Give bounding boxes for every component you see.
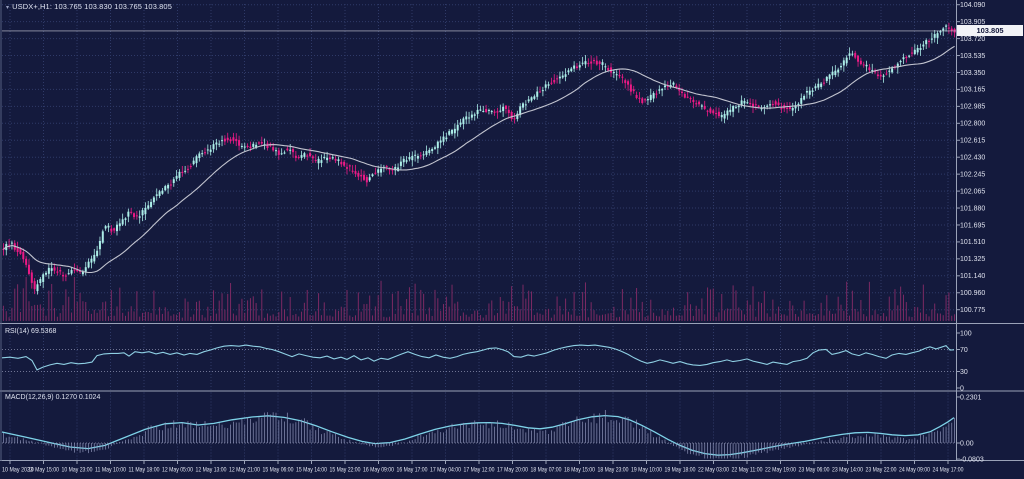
svg-text:102.615: 102.615 — [960, 138, 985, 145]
svg-text:102.430: 102.430 — [960, 155, 985, 162]
svg-text:19 May 18:00: 19 May 18:00 — [665, 467, 696, 474]
svg-text:104.090: 104.090 — [960, 2, 985, 9]
svg-text:-0.0803: -0.0803 — [960, 456, 984, 463]
svg-text:100.960: 100.960 — [960, 290, 985, 297]
svg-text:16 May 17:00: 16 May 17:00 — [397, 467, 428, 474]
frame-layer — [0, 0, 1024, 461]
candles-layer — [2, 22, 956, 295]
svg-text:18 May 07:00: 18 May 07:00 — [531, 467, 562, 474]
rsi-panel — [1, 344, 956, 372]
symbol-ohlc-text: USDX+,H1: 103.765 103.830 103.765 103.80… — [12, 2, 172, 11]
symbol-marker-icon: ▾ — [6, 5, 10, 11]
svg-text:22 May 03:00: 22 May 03:00 — [698, 467, 729, 474]
svg-text:16 May 09:00: 16 May 09:00 — [363, 467, 394, 474]
svg-text:101.510: 101.510 — [960, 239, 985, 246]
svg-text:0.2301: 0.2301 — [960, 394, 982, 401]
svg-text:15 May 22:00: 15 May 22:00 — [330, 467, 361, 474]
svg-text:102.800: 102.800 — [960, 121, 985, 128]
svg-text:103.535: 103.535 — [960, 53, 985, 60]
svg-text:23 May 14:00: 23 May 14:00 — [832, 467, 863, 474]
rsi-indicator-label: RSI(14) 69.5368 — [5, 328, 57, 335]
svg-text:101.880: 101.880 — [960, 205, 985, 212]
svg-text:102.065: 102.065 — [960, 188, 985, 195]
symbol-title: ▾ USDX+,H1: 103.765 103.830 103.765 103.8… — [6, 3, 172, 12]
svg-text:18 May 23:00: 18 May 23:00 — [598, 467, 629, 474]
svg-text:30: 30 — [960, 369, 968, 376]
grid-layer — [2, 4, 956, 460]
svg-text:11 May 18:00: 11 May 18:00 — [129, 467, 160, 474]
svg-text:15 May 06:00: 15 May 06:00 — [263, 467, 294, 474]
svg-text:17 May 04:00: 17 May 04:00 — [430, 467, 461, 474]
svg-text:70: 70 — [960, 347, 968, 354]
svg-text:22 May 19:00: 22 May 19:00 — [765, 467, 796, 474]
svg-text:18 May 15:00: 18 May 15:00 — [564, 467, 595, 474]
svg-text:0: 0 — [960, 385, 964, 392]
svg-text:103.165: 103.165 — [960, 87, 985, 94]
svg-text:103.350: 103.350 — [960, 70, 985, 77]
svg-text:10 May 23:00: 10 May 23:00 — [62, 467, 93, 474]
svg-text:23 May 22:00: 23 May 22:00 — [866, 467, 897, 474]
svg-text:103.720: 103.720 — [960, 36, 985, 43]
svg-text:100: 100 — [960, 330, 972, 337]
svg-text:101.140: 101.140 — [960, 273, 985, 280]
svg-text:11 May 10:00: 11 May 10:00 — [95, 467, 126, 474]
svg-text:0.00: 0.00 — [960, 440, 974, 447]
svg-text:15 May 14:00: 15 May 14:00 — [296, 467, 327, 474]
current-price-tag: 103.805 — [957, 25, 1023, 37]
svg-text:23 May 06:00: 23 May 06:00 — [799, 467, 830, 474]
svg-text:100.775: 100.775 — [960, 307, 985, 314]
svg-text:102.985: 102.985 — [960, 104, 985, 111]
svg-text:24 May 09:00: 24 May 09:00 — [899, 467, 930, 474]
svg-text:12 May 13:00: 12 May 13:00 — [196, 467, 227, 474]
svg-text:10 May 15:00: 10 May 15:00 — [28, 467, 59, 474]
svg-text:24 May 17:00: 24 May 17:00 — [933, 467, 964, 474]
svg-text:17 May 12:00: 17 May 12:00 — [464, 467, 495, 474]
svg-text:101.325: 101.325 — [960, 256, 985, 263]
macd-histogram — [3, 409, 955, 459]
svg-text:101.695: 101.695 — [960, 222, 985, 229]
macd-panel — [1, 414, 956, 456]
svg-text:103.905: 103.905 — [960, 19, 985, 26]
svg-text:102.245: 102.245 — [960, 171, 985, 178]
svg-text:22 May 11:00: 22 May 11:00 — [732, 467, 763, 474]
svg-text:17 May 20:00: 17 May 20:00 — [497, 467, 528, 474]
price-axis: 104.090 103.905 103.720 103.535 103.350 103.1… — [956, 2, 985, 463]
svg-text:10 May 2023: 10 May 2023 — [2, 467, 33, 474]
volume-layer — [2, 277, 956, 321]
ma-line — [3, 45, 955, 274]
macd-indicator-label: MACD(12,26,9) 0.1270 0.1024 — [5, 394, 101, 401]
svg-text:19 May 10:00: 19 May 10:00 — [631, 467, 662, 474]
svg-text:12 May 05:00: 12 May 05:00 — [162, 467, 193, 474]
svg-text:12 May 21:00: 12 May 21:00 — [229, 467, 260, 474]
